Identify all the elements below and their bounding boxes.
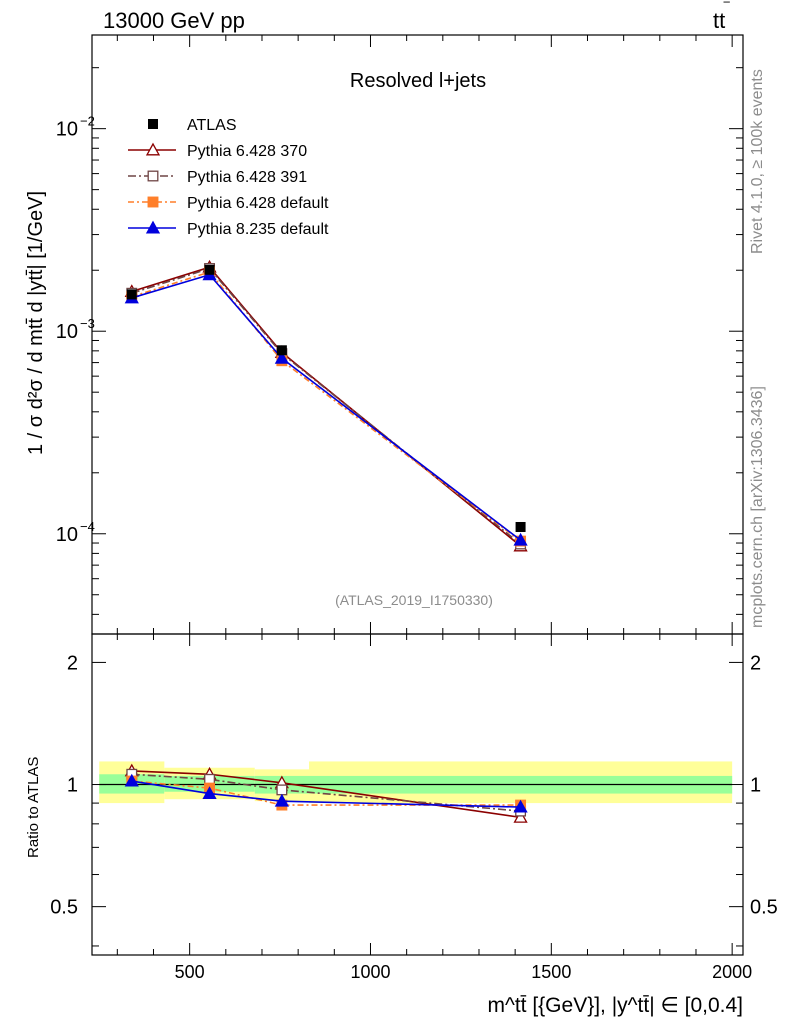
ratio-series-2-point-3	[276, 784, 288, 796]
ratio-series-1-point-4	[513, 810, 528, 823]
ratio-y-tick-label-right-1: 0.5	[750, 897, 778, 919]
ratio-y-tick-label-2: 1	[67, 775, 78, 797]
ratio-series-4-point-3	[274, 793, 289, 807]
ratio-series-group	[124, 763, 528, 823]
atlas-data-point-1	[126, 289, 137, 300]
legend-marker-2	[147, 170, 159, 182]
ratio-y-axis-title: Ratio to ATLAS	[25, 757, 42, 858]
ratio-y-tick-label-3: 2	[67, 652, 78, 674]
legend-label-1: Pythia 6.428 370	[187, 143, 307, 160]
series-line-4	[131, 273, 522, 541]
y-axis-title: 1 / σ d²σ / d mtt̄ d |ytt̄| [1/GeV]	[25, 191, 47, 455]
mcplots-label: mcplots.cern.ch [arXiv:1306.3436]	[749, 386, 766, 628]
series-4-point-4	[513, 532, 528, 546]
x-axis-title: m^tt̄ [{GeV}], |y^tt̄| ∈ [0,0.4]	[487, 994, 743, 1017]
y-tick-label-3: 10	[56, 119, 78, 141]
y-tick-label-exp-1: −4	[80, 519, 95, 534]
x-tick-label-3: 1500	[531, 962, 571, 982]
ratio-uncertainty-band	[99, 761, 733, 804]
y-tick-label-exp-3: −2	[80, 114, 95, 129]
process-label: tt	[713, 8, 725, 33]
x-tick-label-4: 2000	[712, 962, 752, 982]
x-tick-label-2: 1000	[350, 962, 390, 982]
legend-atlas-label: ATLAS	[187, 117, 237, 134]
legend-atlas-marker	[148, 119, 158, 129]
atlas-data-point-3	[276, 345, 287, 356]
main-data-points	[126, 264, 526, 532]
ratio-line-4	[131, 780, 521, 808]
ratio-series-4-point-2	[202, 786, 217, 800]
series-4-point-3	[274, 350, 289, 364]
analysis-id-label: (ATLAS_2019_I1750330)	[335, 592, 493, 608]
process-antiquark-bar: ‾	[723, 1, 730, 18]
legend: ATLAS Pythia 6.428 370 Pythia 6.428 391 Pyt…	[128, 117, 329, 238]
ratio-y-tick-label-right-2: 1	[750, 775, 761, 797]
main-series-group	[124, 259, 528, 552]
y-tick-label-1: 10	[56, 524, 78, 546]
series-line-1	[131, 266, 522, 547]
rivet-version-label: Rivet 4.1.0, ≥ 100k events	[749, 69, 766, 254]
ratio-y-tick-label-1: 0.5	[50, 897, 78, 919]
atlas-data-point-4	[515, 521, 526, 532]
ratio-line-1	[131, 770, 521, 819]
ratio-series-4-point-1	[124, 773, 139, 787]
legend-marker-3	[147, 196, 159, 208]
energy-label: 13000 GeV pp	[103, 8, 245, 33]
ratio-line-2	[131, 773, 521, 812]
atlas-data-point-2	[204, 264, 215, 275]
ratio-y-tick-label-right-3: 2	[750, 652, 761, 674]
legend-label-2: Pythia 6.428 391	[187, 169, 307, 186]
ratio-frame	[91, 633, 744, 956]
legend-marker-1	[145, 142, 161, 156]
ratio-series-4-point-4	[513, 799, 528, 813]
legend-label-4: Pythia 8.235 default	[187, 221, 329, 238]
y-tick-label-exp-2: −3	[80, 316, 95, 331]
y-tick-label-2: 10	[56, 321, 78, 343]
series-line-3	[131, 271, 522, 542]
chart-title: Resolved l+jets	[350, 70, 486, 92]
x-tick-label-1: 500	[175, 962, 205, 982]
legend-marker-4	[145, 220, 161, 234]
series-line-2	[131, 267, 522, 545]
legend-label-3: Pythia 6.428 default	[187, 195, 329, 212]
